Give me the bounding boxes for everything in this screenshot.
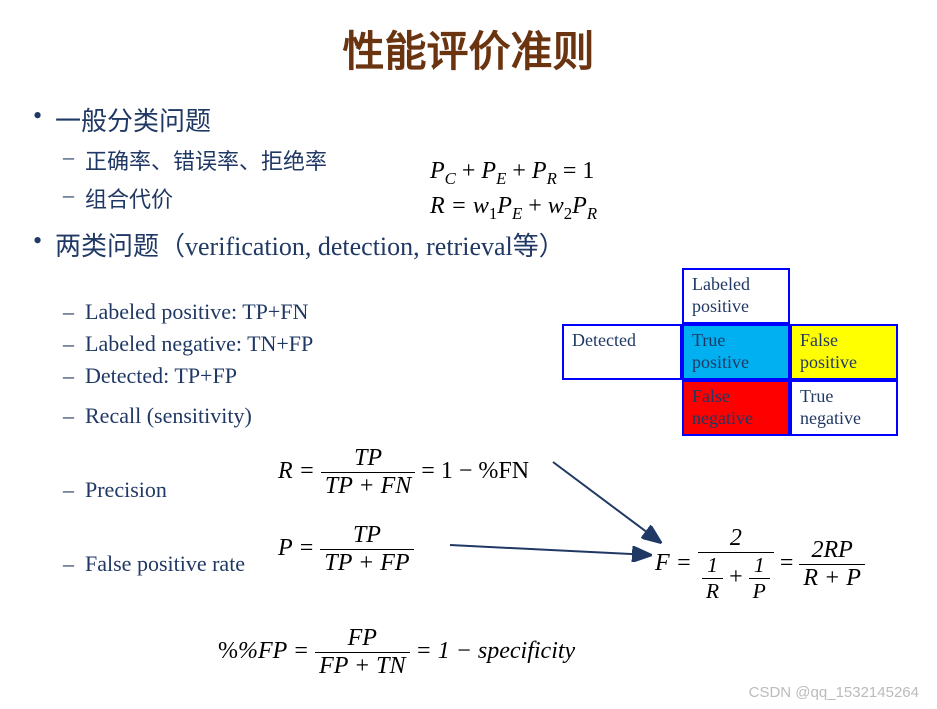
watermark: CSDN @qq_1532145264 <box>749 684 919 701</box>
arrows-icon <box>0 0 937 709</box>
